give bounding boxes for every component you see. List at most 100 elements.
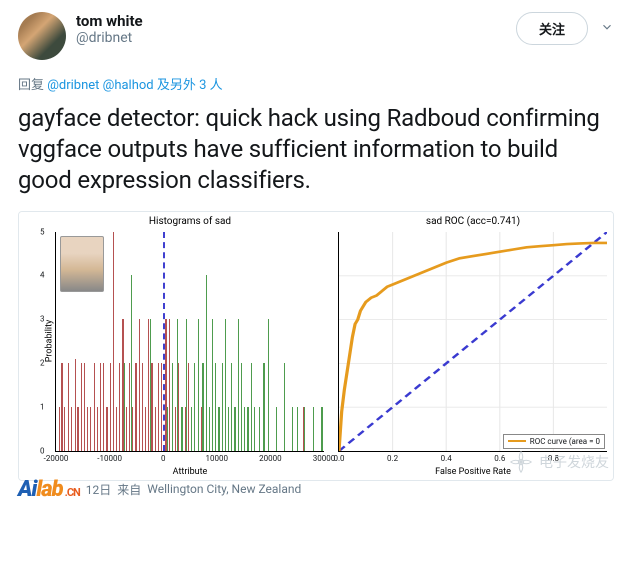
bar: [64, 407, 65, 451]
bar: [71, 407, 72, 451]
y-tick: 4: [40, 271, 45, 280]
bar: [110, 363, 111, 451]
bar: [251, 363, 252, 451]
bar: [77, 407, 78, 451]
bar: [172, 363, 173, 451]
bar: [234, 407, 235, 451]
x-tick: 30000: [313, 454, 335, 463]
x-tick: 20000: [259, 454, 281, 463]
bar: [113, 232, 114, 451]
bar: [158, 363, 159, 451]
bar: [218, 407, 219, 451]
follow-button[interactable]: 关注: [516, 12, 588, 45]
ailab-cn: .CN: [65, 486, 80, 499]
y-tick: 5: [40, 227, 45, 236]
date-fragment: 12日: [86, 481, 112, 498]
bar: [68, 363, 69, 451]
left-y-label: Probability: [44, 320, 54, 363]
user-handle[interactable]: @dribnet: [76, 30, 506, 46]
bar: [84, 363, 85, 451]
x-tick: -20000: [44, 454, 69, 463]
tweet-text: gayface detector: quick hack using Radbo…: [18, 103, 614, 197]
x-tick: 0.0: [333, 454, 344, 463]
bar: [145, 407, 146, 451]
elecfans-watermark: 电子发烧友: [507, 448, 609, 476]
ailab-part2: lab: [36, 477, 62, 502]
bar: [169, 319, 170, 450]
ailab-part1: Ai: [18, 477, 36, 502]
bar: [244, 407, 245, 451]
avatar[interactable]: [18, 12, 66, 60]
y-tick: 1: [40, 402, 45, 411]
reply-prefix: 回复: [18, 78, 47, 93]
reply-mentions[interactable]: @dribnet @halhod: [47, 78, 153, 93]
y-tick: 3: [40, 315, 45, 324]
bar: [215, 363, 216, 451]
x-tick: -10000: [97, 454, 122, 463]
bar: [241, 363, 242, 451]
bar: [297, 407, 298, 451]
bar: [61, 363, 62, 451]
bar: [59, 407, 60, 451]
bar: [81, 363, 82, 451]
x-tick: 0: [161, 454, 166, 463]
display-name[interactable]: tom white: [76, 12, 506, 30]
roc-chart: sad ROC (acc=0.741) False Positive Rate …: [338, 232, 607, 452]
location[interactable]: Wellington City, New Zealand: [147, 482, 301, 496]
bar: [222, 363, 223, 451]
bar: [87, 407, 88, 451]
from-text: 来自: [117, 481, 141, 498]
bar: [231, 363, 232, 451]
reply-suffix[interactable]: 及另外 3 人: [154, 78, 223, 93]
bar: [228, 407, 229, 451]
more-dropdown-icon[interactable]: [600, 20, 614, 38]
bar: [161, 363, 162, 451]
bar: [263, 363, 264, 451]
bar: [191, 407, 192, 451]
x-tick: 10000: [206, 454, 228, 463]
bar: [90, 407, 91, 451]
bar: [139, 319, 140, 450]
y-tick: 2: [40, 358, 45, 367]
bar: [178, 363, 179, 451]
zero-line: [163, 232, 165, 451]
bar: [225, 319, 226, 450]
bar: [276, 407, 277, 451]
bar: [238, 319, 239, 450]
bar: [135, 363, 136, 451]
bar: [313, 407, 314, 451]
bar: [202, 363, 203, 451]
face-thumbnail: [60, 236, 104, 292]
roc-legend: ROC curve (area = 0: [503, 434, 605, 449]
bar: [119, 363, 120, 451]
x-tick: 0.6: [494, 454, 505, 463]
histogram-chart: Histograms of sad Probability Attribute …: [55, 232, 324, 452]
bar: [194, 363, 195, 451]
bar: [284, 363, 285, 451]
bar: [188, 363, 189, 451]
right-chart-title: sad ROC (acc=0.741): [339, 216, 607, 227]
bar: [247, 407, 248, 451]
bar: [126, 407, 127, 451]
legend-label: ROC curve (area = 0: [530, 437, 600, 446]
bar: [254, 407, 255, 451]
bar: [206, 275, 207, 450]
media-card[interactable]: Histograms of sad Probability Attribute …: [18, 211, 614, 481]
bar: [151, 363, 152, 451]
bar: [100, 363, 101, 451]
bar: [209, 407, 210, 451]
bar: [97, 407, 98, 451]
x-tick: 0.4: [441, 454, 452, 463]
bar: [304, 407, 305, 451]
bar: [142, 363, 143, 451]
elecfans-text: 电子发烧友: [539, 452, 609, 472]
bar: [94, 363, 95, 451]
bar: [212, 319, 213, 450]
bar: [132, 407, 133, 451]
bar: [198, 319, 199, 450]
bar: [268, 319, 269, 450]
bar: [292, 407, 293, 451]
bar: [103, 363, 104, 451]
x-tick: 0.2: [387, 454, 398, 463]
bar: [155, 407, 156, 451]
